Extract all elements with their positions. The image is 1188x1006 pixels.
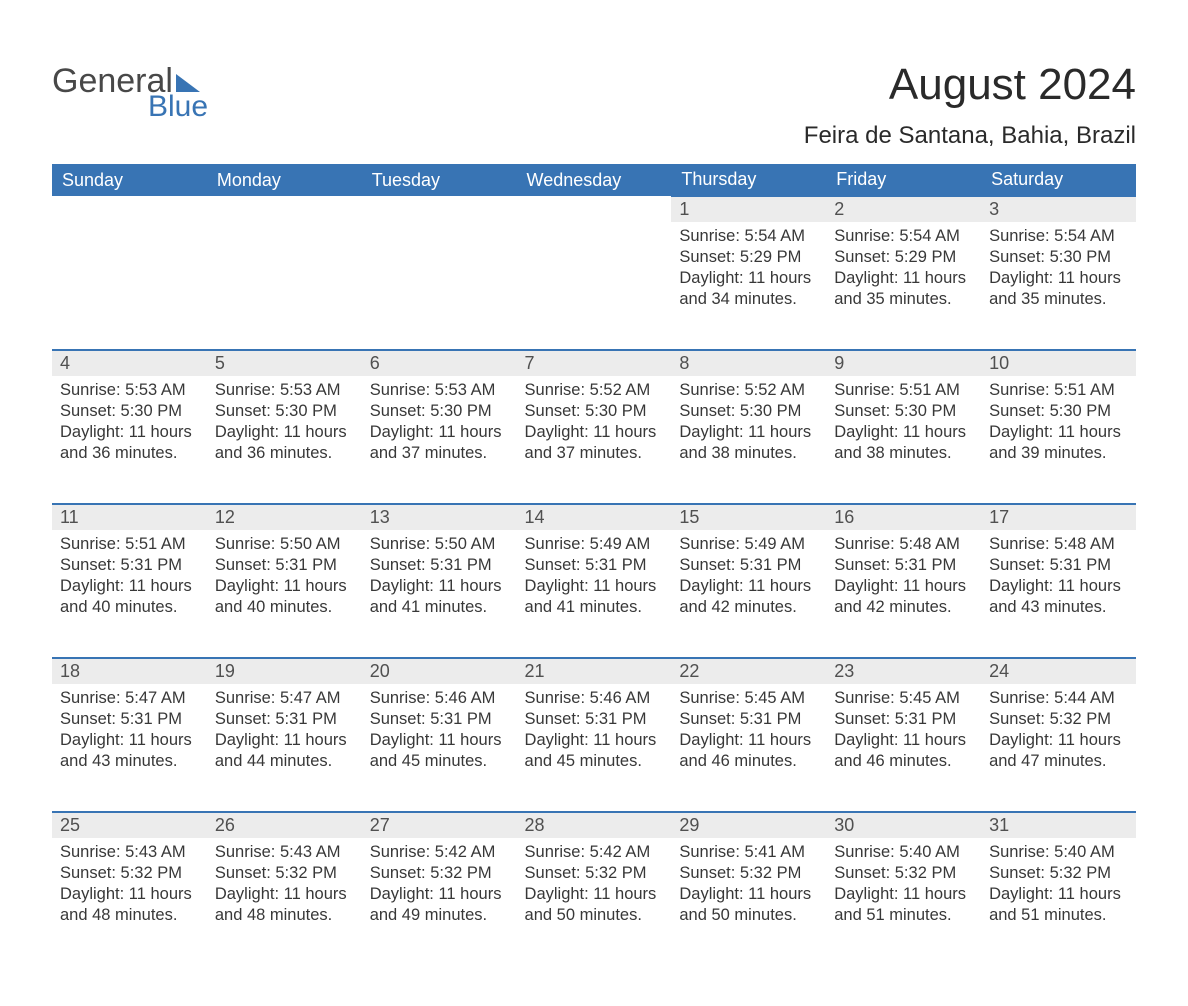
day-content-cell: Sunrise: 5:50 AMSunset: 5:31 PMDaylight:… xyxy=(207,530,362,658)
day-content-cell xyxy=(52,222,207,350)
day-content-cell: Sunrise: 5:53 AMSunset: 5:30 PMDaylight:… xyxy=(362,376,517,504)
day-number-cell: 22 xyxy=(671,658,826,684)
day-number-cell: 23 xyxy=(826,658,981,684)
day-number-cell: 9 xyxy=(826,350,981,376)
day-number-cell: 2 xyxy=(826,196,981,222)
day-number-row: 11121314151617 xyxy=(52,504,1136,530)
day-number-row: 45678910 xyxy=(52,350,1136,376)
logo-word2: Blue xyxy=(148,92,208,122)
day-content-cell: Sunrise: 5:47 AMSunset: 5:31 PMDaylight:… xyxy=(52,684,207,812)
day-content-cell: Sunrise: 5:54 AMSunset: 5:30 PMDaylight:… xyxy=(981,222,1136,350)
day-number-row: 25262728293031 xyxy=(52,812,1136,838)
day-content-cell xyxy=(362,222,517,350)
day-number-cell: 3 xyxy=(981,196,1136,222)
day-number-cell: 6 xyxy=(362,350,517,376)
day-content-row: Sunrise: 5:54 AMSunset: 5:29 PMDaylight:… xyxy=(52,222,1136,350)
day-number-cell: 31 xyxy=(981,812,1136,838)
day-number-cell: 27 xyxy=(362,812,517,838)
day-content-cell: Sunrise: 5:42 AMSunset: 5:32 PMDaylight:… xyxy=(362,838,517,966)
title-block: August 2024 Feira de Santana, Bahia, Bra… xyxy=(804,60,1136,150)
day-content-cell: Sunrise: 5:51 AMSunset: 5:30 PMDaylight:… xyxy=(981,376,1136,504)
location-label: Feira de Santana, Bahia, Brazil xyxy=(804,122,1136,150)
day-number-cell xyxy=(517,196,672,222)
day-content-cell: Sunrise: 5:40 AMSunset: 5:32 PMDaylight:… xyxy=(826,838,981,966)
day-number-cell xyxy=(362,196,517,222)
weekday-header: Saturday xyxy=(981,164,1136,196)
day-number-cell: 17 xyxy=(981,504,1136,530)
day-content-cell: Sunrise: 5:43 AMSunset: 5:32 PMDaylight:… xyxy=(52,838,207,966)
day-number-cell: 14 xyxy=(517,504,672,530)
calendar-page: General Blue August 2024 Feira de Santan… xyxy=(0,0,1188,1006)
weekday-header: Wednesday xyxy=(517,164,672,196)
day-content-cell: Sunrise: 5:53 AMSunset: 5:30 PMDaylight:… xyxy=(207,376,362,504)
page-title: August 2024 xyxy=(804,60,1136,110)
day-content-cell: Sunrise: 5:43 AMSunset: 5:32 PMDaylight:… xyxy=(207,838,362,966)
day-content-row: Sunrise: 5:43 AMSunset: 5:32 PMDaylight:… xyxy=(52,838,1136,966)
day-number-cell: 10 xyxy=(981,350,1136,376)
calendar-body: 123Sunrise: 5:54 AMSunset: 5:29 PMDaylig… xyxy=(52,196,1136,966)
day-content-cell: Sunrise: 5:50 AMSunset: 5:31 PMDaylight:… xyxy=(362,530,517,658)
day-number-cell: 28 xyxy=(517,812,672,838)
day-number-cell: 16 xyxy=(826,504,981,530)
day-number-row: 123 xyxy=(52,196,1136,222)
page-header: General Blue August 2024 Feira de Santan… xyxy=(52,60,1136,150)
day-content-cell: Sunrise: 5:47 AMSunset: 5:31 PMDaylight:… xyxy=(207,684,362,812)
day-content-row: Sunrise: 5:47 AMSunset: 5:31 PMDaylight:… xyxy=(52,684,1136,812)
day-content-cell: Sunrise: 5:46 AMSunset: 5:31 PMDaylight:… xyxy=(517,684,672,812)
day-content-cell: Sunrise: 5:53 AMSunset: 5:30 PMDaylight:… xyxy=(52,376,207,504)
day-content-cell: Sunrise: 5:54 AMSunset: 5:29 PMDaylight:… xyxy=(671,222,826,350)
day-content-cell: Sunrise: 5:49 AMSunset: 5:31 PMDaylight:… xyxy=(517,530,672,658)
calendar-table: SundayMondayTuesdayWednesdayThursdayFrid… xyxy=(52,164,1136,966)
day-number-cell: 19 xyxy=(207,658,362,684)
day-number-cell: 1 xyxy=(671,196,826,222)
weekday-header: Thursday xyxy=(671,164,826,196)
day-content-cell: Sunrise: 5:54 AMSunset: 5:29 PMDaylight:… xyxy=(826,222,981,350)
day-number-cell xyxy=(207,196,362,222)
day-number-row: 18192021222324 xyxy=(52,658,1136,684)
day-number-cell: 8 xyxy=(671,350,826,376)
weekday-header-row: SundayMondayTuesdayWednesdayThursdayFrid… xyxy=(52,164,1136,196)
day-number-cell: 30 xyxy=(826,812,981,838)
day-content-cell: Sunrise: 5:51 AMSunset: 5:30 PMDaylight:… xyxy=(826,376,981,504)
day-content-row: Sunrise: 5:53 AMSunset: 5:30 PMDaylight:… xyxy=(52,376,1136,504)
day-number-cell: 4 xyxy=(52,350,207,376)
weekday-header: Tuesday xyxy=(362,164,517,196)
day-number-cell: 20 xyxy=(362,658,517,684)
day-number-cell: 26 xyxy=(207,812,362,838)
day-number-cell: 12 xyxy=(207,504,362,530)
day-content-cell: Sunrise: 5:51 AMSunset: 5:31 PMDaylight:… xyxy=(52,530,207,658)
day-content-cell: Sunrise: 5:49 AMSunset: 5:31 PMDaylight:… xyxy=(671,530,826,658)
day-content-cell: Sunrise: 5:46 AMSunset: 5:31 PMDaylight:… xyxy=(362,684,517,812)
day-content-cell xyxy=(517,222,672,350)
day-number-cell: 21 xyxy=(517,658,672,684)
day-content-cell: Sunrise: 5:45 AMSunset: 5:31 PMDaylight:… xyxy=(826,684,981,812)
weekday-header: Monday xyxy=(207,164,362,196)
day-number-cell: 24 xyxy=(981,658,1136,684)
day-number-cell: 25 xyxy=(52,812,207,838)
day-number-cell: 13 xyxy=(362,504,517,530)
day-content-cell: Sunrise: 5:44 AMSunset: 5:32 PMDaylight:… xyxy=(981,684,1136,812)
brand-logo: General Blue xyxy=(52,64,208,122)
day-content-cell: Sunrise: 5:45 AMSunset: 5:31 PMDaylight:… xyxy=(671,684,826,812)
weekday-header: Sunday xyxy=(52,164,207,196)
day-content-cell: Sunrise: 5:48 AMSunset: 5:31 PMDaylight:… xyxy=(826,530,981,658)
day-content-row: Sunrise: 5:51 AMSunset: 5:31 PMDaylight:… xyxy=(52,530,1136,658)
day-number-cell: 11 xyxy=(52,504,207,530)
day-content-cell: Sunrise: 5:42 AMSunset: 5:32 PMDaylight:… xyxy=(517,838,672,966)
day-number-cell: 29 xyxy=(671,812,826,838)
day-content-cell xyxy=(207,222,362,350)
day-content-cell: Sunrise: 5:48 AMSunset: 5:31 PMDaylight:… xyxy=(981,530,1136,658)
day-number-cell xyxy=(52,196,207,222)
day-number-cell: 5 xyxy=(207,350,362,376)
day-number-cell: 15 xyxy=(671,504,826,530)
day-content-cell: Sunrise: 5:41 AMSunset: 5:32 PMDaylight:… xyxy=(671,838,826,966)
weekday-header: Friday xyxy=(826,164,981,196)
day-number-cell: 18 xyxy=(52,658,207,684)
day-number-cell: 7 xyxy=(517,350,672,376)
day-content-cell: Sunrise: 5:40 AMSunset: 5:32 PMDaylight:… xyxy=(981,838,1136,966)
day-content-cell: Sunrise: 5:52 AMSunset: 5:30 PMDaylight:… xyxy=(517,376,672,504)
day-content-cell: Sunrise: 5:52 AMSunset: 5:30 PMDaylight:… xyxy=(671,376,826,504)
